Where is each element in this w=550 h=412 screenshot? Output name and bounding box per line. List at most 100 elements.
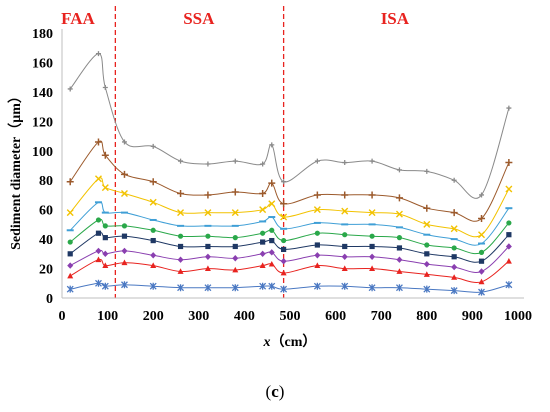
data-point-triangle [67,272,74,279]
data-point-circle [342,232,348,238]
series-group [66,51,513,296]
series [67,243,512,275]
data-point-plus [314,158,320,164]
data-point-plus [121,139,127,145]
data-point-asterisk [66,285,74,293]
data-point-circle [177,233,184,239]
x-tick-label: 400 [234,309,255,324]
data-point-circle [121,223,128,229]
data-point-x [423,220,431,228]
series [67,256,512,285]
data-point-plus [66,178,74,186]
data-point-circle [506,220,512,226]
data-point-diamond [150,252,157,259]
data-point-plus [368,191,376,199]
data-point-plus [205,161,211,167]
data-point-plus [506,105,512,111]
data-point-plus [423,204,431,212]
data-point-diamond [268,249,275,256]
panel-letter: c [271,382,279,401]
data-point-triangle [478,278,485,285]
data-point-diamond [314,252,321,259]
data-point-plus [396,167,402,173]
data-point-asterisk [231,284,239,292]
x-tick-label: 700 [371,309,392,324]
data-point-triangle [150,262,157,269]
data-point-x [259,206,267,214]
data-point-circle [269,227,275,233]
data-point-plus [101,151,109,159]
data-point-asterisk [313,282,321,290]
data-point-asterisk [95,279,102,287]
panel-paren-close: ) [278,382,285,401]
data-point-x [149,198,157,206]
y-tick-label: 0 [46,292,53,307]
data-point-circle [95,217,102,223]
data-point-asterisk [423,285,431,293]
data-point-x [395,210,403,218]
data-point-plus [259,189,267,197]
data-point-asterisk [149,282,157,290]
data-point-plus [313,191,321,199]
data-point-circle [281,237,287,244]
data-point-plus [120,170,128,178]
plot-background [0,0,550,360]
data-point-plus [341,191,349,199]
data-point-triangle [505,257,512,264]
data-point-triangle [268,260,275,267]
x-tick-label: 900 [462,309,483,324]
axes [61,29,524,299]
data-point-circle [67,239,73,245]
data-point-square [369,243,375,250]
data-point-diamond [259,250,266,258]
data-point-square [177,243,184,250]
series [66,138,513,222]
data-point-plus [395,194,403,202]
x-tick-label: 500 [280,309,301,324]
data-point-asterisk [204,284,212,292]
series [66,279,513,296]
data-point-x [478,231,486,239]
data-point-square [342,243,348,250]
data-point-asterisk [395,284,403,292]
series [67,217,512,255]
data-point-triangle [232,266,239,273]
data-point-diamond [478,268,485,275]
data-point-square [451,254,457,260]
data-point-diamond [423,260,430,268]
data-point-circle [369,233,375,239]
data-point-asterisk [505,281,513,289]
data-point-triangle [396,268,403,274]
x-tick-label: 1000 [504,309,532,324]
data-point-x [368,209,376,217]
data-point-x [341,207,349,215]
data-point-diamond [102,250,109,258]
x-tick-label: 0 [59,309,66,324]
data-point-square [424,251,430,257]
data-point-circle [232,235,238,241]
data-point-circle [478,249,485,255]
series [67,51,512,199]
data-point-asterisk [478,288,485,296]
data-point-plus [342,160,348,166]
region-label: SSA [183,9,215,28]
data-point-plus [268,179,276,187]
data-point-x [231,209,239,217]
y-tick-label: 140 [32,86,53,101]
data-point-asterisk [280,285,288,293]
data-point-asterisk [268,282,276,290]
data-point-diamond [369,253,376,260]
panel-label: (c) [0,382,550,402]
data-point-square [95,230,102,236]
data-point-square [506,232,512,238]
data-point-square [478,258,485,264]
data-point-plus [281,179,287,185]
data-point-plus [505,159,513,167]
chart: FAA SSA ISA 0 20 40 60 80 100 120 140 160 180 0 100 20… [0,0,550,360]
data-point-triangle [280,269,287,276]
data-point-plus [150,143,156,149]
data-point-asterisk [450,287,458,295]
data-point-plus [67,86,73,92]
data-point-diamond [280,257,287,265]
y-tick-label: 40 [39,233,53,248]
